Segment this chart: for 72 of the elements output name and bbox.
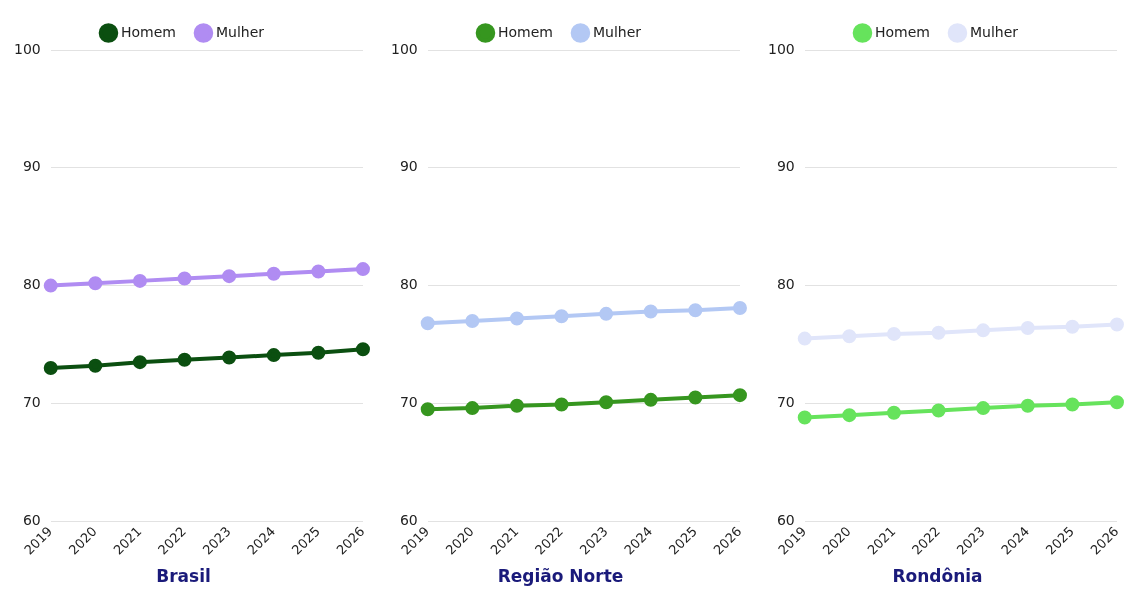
point bbox=[732, 388, 747, 403]
y-tick-label: 100 bbox=[390, 40, 418, 57]
point bbox=[222, 269, 237, 284]
legend-label: Homem bbox=[120, 23, 176, 40]
point bbox=[976, 401, 991, 416]
y-tick-label: 80 bbox=[399, 276, 418, 293]
point bbox=[266, 348, 281, 363]
point bbox=[1109, 395, 1124, 410]
point bbox=[554, 397, 569, 412]
point bbox=[43, 278, 58, 293]
y-tick-label: 60 bbox=[399, 511, 418, 528]
point bbox=[842, 408, 857, 423]
point bbox=[509, 311, 524, 326]
point bbox=[465, 313, 480, 328]
y-tick-label: 70 bbox=[776, 394, 795, 411]
point bbox=[688, 390, 703, 405]
point bbox=[688, 303, 703, 318]
point bbox=[177, 271, 192, 286]
legend-label: Mulher bbox=[969, 23, 1019, 40]
point bbox=[643, 304, 658, 319]
text: Brasil bbox=[156, 566, 211, 587]
legend-label: Mulher bbox=[592, 23, 642, 40]
point bbox=[931, 325, 946, 340]
legend-label: Mulher bbox=[215, 23, 265, 40]
point bbox=[1065, 319, 1080, 334]
y-tick-label: 80 bbox=[776, 276, 795, 293]
point bbox=[465, 401, 480, 416]
point bbox=[599, 395, 614, 410]
y-tick-label: 70 bbox=[399, 394, 418, 411]
point bbox=[842, 329, 857, 344]
text: Rondônia bbox=[892, 566, 983, 587]
point bbox=[132, 273, 147, 288]
point bbox=[1020, 398, 1035, 413]
y-tick-label: 90 bbox=[776, 158, 795, 175]
y-tick-label: 100 bbox=[13, 40, 41, 57]
legend-label: Homem bbox=[497, 23, 553, 40]
point bbox=[132, 355, 147, 370]
y-tick-label: 90 bbox=[399, 158, 418, 175]
point bbox=[177, 352, 192, 367]
y-tick-label: 90 bbox=[22, 158, 41, 175]
point bbox=[266, 266, 281, 281]
y-tick-label: 80 bbox=[22, 276, 41, 293]
point bbox=[797, 331, 812, 346]
y-tick-label: 60 bbox=[22, 511, 41, 528]
point bbox=[1020, 320, 1035, 335]
point bbox=[886, 405, 901, 420]
point bbox=[43, 361, 58, 376]
y-tick-label: 60 bbox=[776, 511, 795, 528]
point bbox=[931, 403, 946, 418]
point bbox=[797, 410, 812, 425]
point bbox=[732, 300, 747, 315]
point bbox=[311, 345, 326, 360]
point bbox=[420, 316, 435, 331]
y-tick-label: 70 bbox=[22, 394, 41, 411]
point bbox=[88, 358, 103, 373]
point bbox=[311, 264, 326, 279]
text: Região Norte bbox=[497, 566, 624, 587]
point bbox=[1065, 397, 1080, 412]
point bbox=[1109, 317, 1124, 332]
point bbox=[599, 306, 614, 321]
point bbox=[886, 326, 901, 341]
point bbox=[355, 262, 370, 277]
point bbox=[554, 309, 569, 324]
point bbox=[420, 402, 435, 417]
point bbox=[643, 392, 658, 407]
point bbox=[355, 342, 370, 357]
y-tick-label: 100 bbox=[767, 40, 795, 57]
point bbox=[222, 350, 237, 365]
point bbox=[88, 276, 103, 291]
point bbox=[976, 323, 991, 338]
legend-label: Homem bbox=[874, 23, 930, 40]
point bbox=[509, 398, 524, 413]
